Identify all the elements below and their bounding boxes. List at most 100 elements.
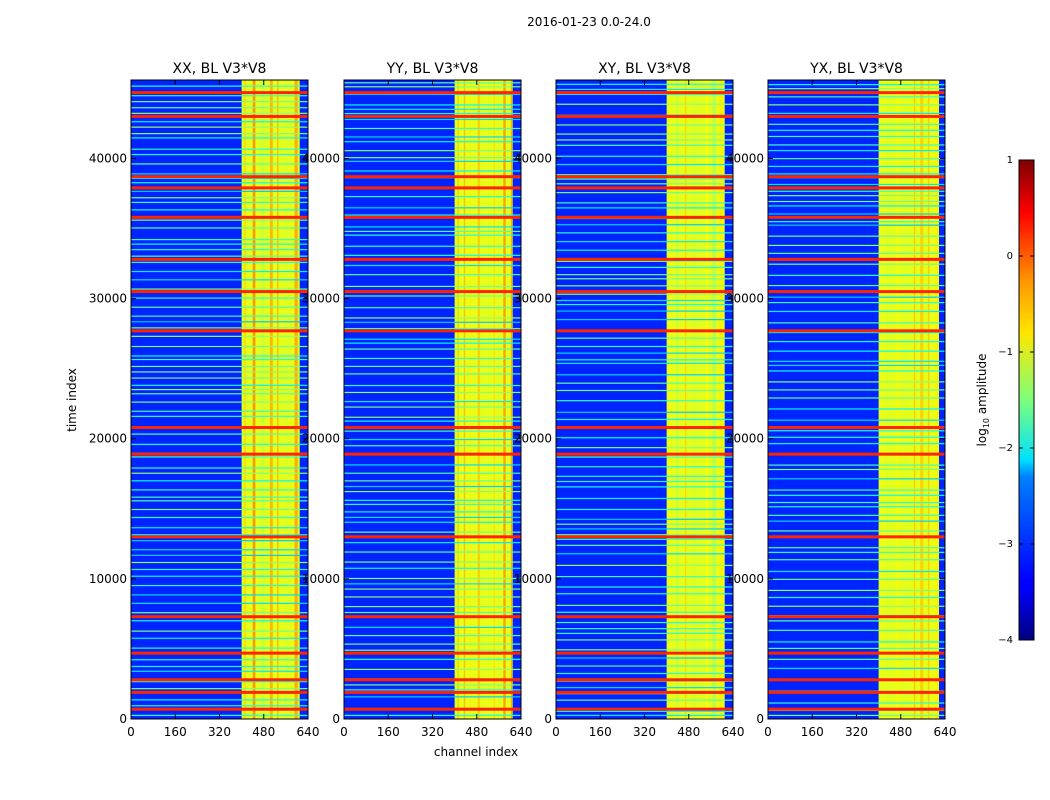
noise-row <box>556 657 733 659</box>
rfi-row <box>556 91 733 95</box>
rfi-row <box>768 535 945 539</box>
noise-row <box>556 528 733 530</box>
y-tick-label: 30000 <box>726 292 764 306</box>
noise-row <box>344 490 521 493</box>
noise-row <box>131 472 308 474</box>
x-axis-label: channel index <box>434 745 518 759</box>
noise-row <box>344 551 521 553</box>
noise-row <box>768 647 945 649</box>
y-tick-label: 20000 <box>514 432 552 446</box>
noise-row <box>556 274 733 276</box>
noise-row <box>556 163 733 166</box>
colorbar-gradient <box>1018 159 1035 641</box>
noise-row <box>768 464 945 466</box>
noise-row <box>344 626 521 628</box>
rfi-row <box>768 175 945 179</box>
noise-row <box>768 296 945 298</box>
noise-row <box>556 232 733 234</box>
noise-row <box>131 306 308 308</box>
rfi-row <box>131 678 308 682</box>
noise-row <box>556 649 733 651</box>
noise-row <box>768 129 945 131</box>
noise-row <box>344 160 521 162</box>
colorbar-tick-label: −4 <box>998 635 1013 646</box>
noise-row <box>344 464 521 466</box>
noise-row <box>556 699 733 701</box>
rfi-row <box>768 678 945 682</box>
noise-row <box>556 293 733 295</box>
band-stripe <box>261 80 265 719</box>
noise-row <box>131 489 308 491</box>
noise-row <box>768 263 945 265</box>
noise-row <box>344 285 521 288</box>
noise-row <box>556 192 733 194</box>
noise-row <box>768 370 945 372</box>
noise-row <box>768 494 945 496</box>
noise-row <box>556 486 733 488</box>
noise-row <box>131 467 308 469</box>
noise-row <box>556 178 733 180</box>
noise-row <box>344 521 521 523</box>
noise-row <box>131 377 308 379</box>
heatmap-image <box>131 80 308 719</box>
rfi-row <box>344 215 521 219</box>
noise-row <box>344 503 521 505</box>
noise-row <box>344 649 521 651</box>
noise-row <box>131 496 308 498</box>
noise-row <box>344 254 521 256</box>
noise-row <box>131 279 308 281</box>
noise-row <box>556 518 733 520</box>
noise-row <box>131 148 308 150</box>
noise-row <box>131 554 308 556</box>
noise-row <box>768 360 945 362</box>
rfi-row <box>768 215 945 219</box>
noise-row <box>344 561 521 563</box>
noise-row <box>344 157 521 159</box>
noise-row <box>131 612 308 614</box>
band-stripe <box>935 80 940 719</box>
rfi-row <box>131 175 308 179</box>
rfi-row <box>344 175 521 179</box>
rfi-row <box>131 290 308 294</box>
noise-row <box>131 270 308 273</box>
noise-row <box>556 93 733 95</box>
band-stripe <box>692 80 696 719</box>
noise-row <box>131 243 308 245</box>
noise-row <box>344 104 521 106</box>
noise-row <box>556 418 733 421</box>
noise-row <box>556 278 733 280</box>
noise-row <box>768 547 945 549</box>
noise-row <box>344 118 521 121</box>
x-tick-label: 320 <box>845 725 868 739</box>
noise-row <box>556 103 733 105</box>
noise-row <box>344 234 521 236</box>
noise-row <box>344 264 521 267</box>
rfi-row <box>768 707 945 711</box>
x-tick-label: 160 <box>589 725 612 739</box>
rfi-row <box>344 678 521 682</box>
rfi-row <box>556 535 733 539</box>
x-tick-label: 480 <box>889 725 912 739</box>
noise-row <box>556 88 733 91</box>
noise-row <box>131 665 308 668</box>
panel-yx: YX, BL V3*V8 0 160 320 480 640 0 10000 20000 3000… <box>726 61 957 739</box>
band-stripe <box>477 80 481 719</box>
noise-row <box>344 348 521 350</box>
x-tick-label: 320 <box>421 725 444 739</box>
noise-row <box>131 197 308 199</box>
noise-row <box>131 443 308 445</box>
noise-row <box>131 637 308 639</box>
band-stripe <box>244 80 246 719</box>
noise-row <box>556 400 733 402</box>
noise-row <box>556 639 733 641</box>
rfi-row <box>344 329 521 333</box>
noise-row <box>556 480 733 483</box>
panel-title: YX, BL V3*V8 <box>809 61 903 77</box>
noise-row <box>556 319 733 321</box>
band-stripe <box>269 80 273 719</box>
noise-row <box>344 416 521 418</box>
noise-row <box>768 408 945 410</box>
rfi-row <box>556 175 733 179</box>
noise-row <box>131 681 308 683</box>
noise-row <box>344 643 521 645</box>
